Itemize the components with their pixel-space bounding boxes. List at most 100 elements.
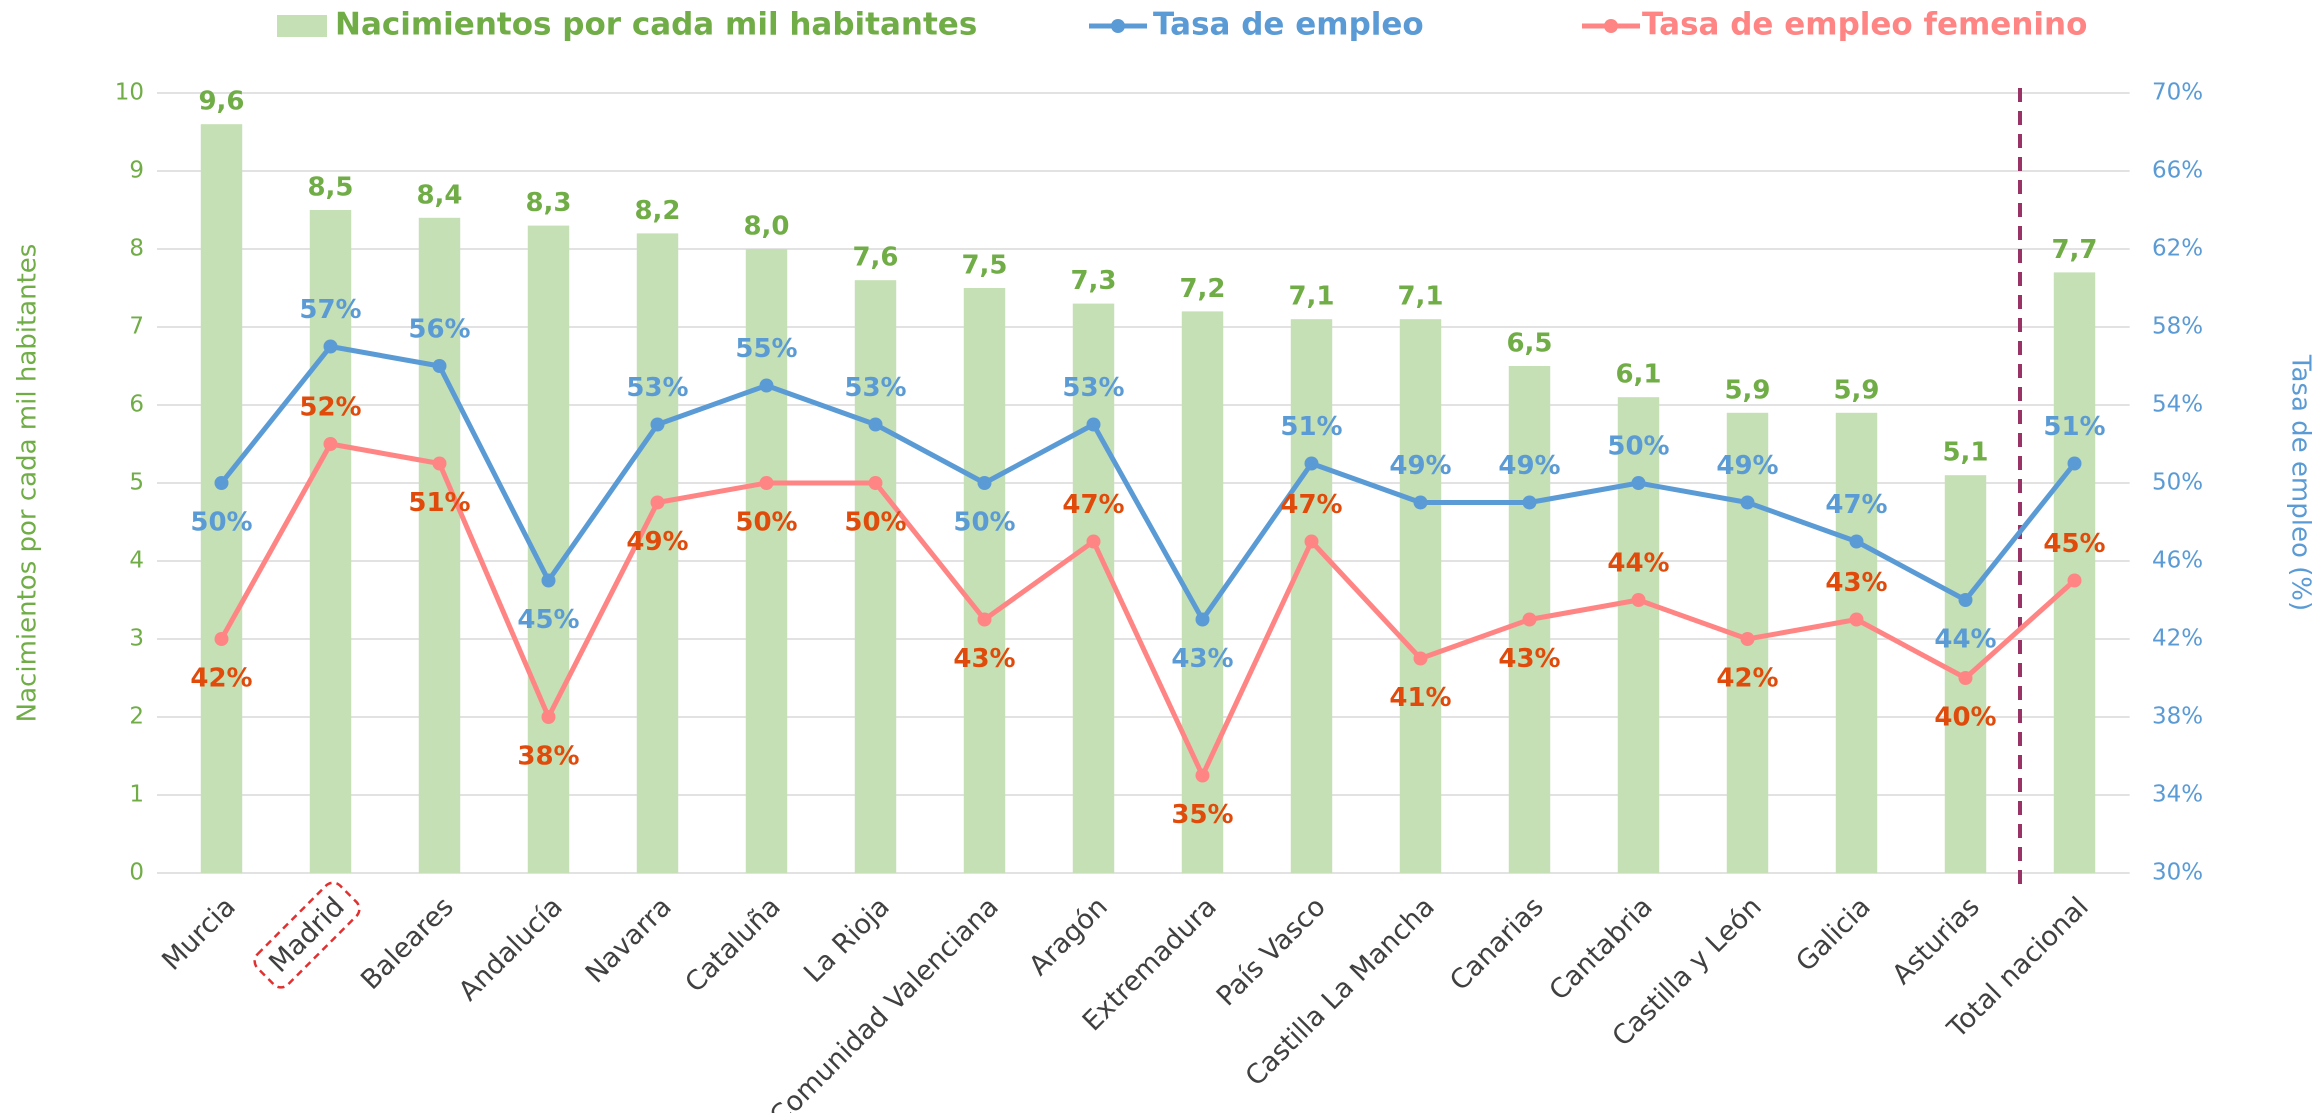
point — [1631, 476, 1646, 490]
x-tick-group: Canarias — [1444, 891, 1550, 997]
bar-label: 7,3 — [1070, 266, 1116, 296]
point — [432, 456, 447, 471]
point-label: 44% — [1934, 625, 1996, 655]
point — [1522, 495, 1537, 510]
bar-label: 5,9 — [1724, 375, 1770, 405]
point — [541, 710, 556, 724]
point — [1195, 768, 1210, 783]
point-label: 52% — [299, 393, 361, 423]
bar-label: 6,1 — [1615, 360, 1661, 390]
y2-axis-title: Tasa de empleo (%) — [2286, 354, 2316, 611]
bar — [200, 124, 243, 873]
y-tick-label: 4 — [129, 548, 144, 574]
point — [432, 359, 447, 373]
point — [541, 573, 556, 588]
point — [2067, 456, 2082, 471]
x-tick-label: Navarra — [580, 891, 678, 989]
y-tick-label: 7 — [129, 314, 144, 340]
bar — [418, 217, 461, 874]
point-label: 49% — [1389, 451, 1451, 481]
point-label: 43% — [1171, 644, 1233, 674]
point-label: 45% — [2043, 529, 2105, 559]
bar-label: 8,0 — [743, 212, 789, 242]
point-label: 41% — [1389, 683, 1451, 713]
legend-label: Tasa de empleo femenino — [1642, 7, 2087, 43]
y-tick-label: 3 — [129, 626, 144, 652]
bar — [963, 288, 1006, 873]
point-label: 50% — [953, 508, 1015, 538]
point-label: 50% — [1607, 432, 1669, 462]
bar-label: 8,4 — [416, 180, 462, 210]
point — [1849, 612, 1864, 627]
bar-label: 7,1 — [1397, 282, 1443, 312]
x-tick-group: Andalucía — [453, 891, 569, 1007]
y2-tick-label: 50% — [2152, 470, 2203, 496]
y-tick-label: 10 — [115, 80, 144, 106]
point — [1958, 671, 1973, 685]
point-label: 53% — [844, 373, 906, 403]
legend-label: Tasa de empleo — [1153, 7, 1424, 43]
point — [323, 437, 338, 451]
bar — [854, 280, 897, 873]
x-tick-group: La Rioja — [798, 891, 896, 989]
y-tick-label: 1 — [129, 782, 144, 808]
point — [1304, 534, 1319, 549]
bar — [636, 233, 679, 873]
point — [1849, 534, 1864, 549]
bar-label: 7,1 — [1288, 282, 1334, 312]
y2-tick-label: 54% — [2152, 392, 2203, 418]
x-tick-label: País Vasco — [1211, 891, 1332, 1012]
point — [759, 378, 774, 393]
y-tick-label: 9 — [129, 158, 144, 184]
point-label: 47% — [1280, 490, 1342, 520]
x-tick-label: Aragón — [1023, 891, 1113, 981]
point-label: 43% — [953, 644, 1015, 674]
point — [214, 476, 229, 490]
x-tick-label: Galicia — [1790, 891, 1877, 978]
bar-label: 5,1 — [1942, 438, 1988, 468]
x-tick-group: Asturias — [1886, 891, 1985, 990]
point-label: 44% — [1607, 549, 1669, 579]
point — [977, 612, 992, 627]
legend-marker — [1111, 19, 1125, 33]
point-label: 42% — [1716, 664, 1778, 694]
point — [1631, 593, 1646, 607]
point — [868, 417, 883, 432]
bar-label: 7,7 — [2051, 235, 2097, 265]
point-label: 56% — [408, 315, 470, 345]
point — [1413, 651, 1428, 666]
point-label: 40% — [1934, 703, 1996, 733]
point-label: 45% — [517, 605, 579, 635]
point — [868, 476, 883, 490]
y-tick-label: 5 — [129, 470, 144, 496]
point — [1740, 632, 1755, 646]
bar — [309, 210, 352, 873]
y2-tick-label: 38% — [2152, 704, 2203, 730]
bar-label: 8,2 — [634, 196, 680, 226]
point-label: 47% — [1062, 490, 1124, 520]
bar-label: 8,3 — [525, 188, 571, 218]
y-axis-title: Nacimientos por cada mil habitantes — [13, 244, 43, 723]
point-label: 51% — [408, 488, 470, 518]
line — [219, 344, 2077, 622]
x-tick-label: La Rioja — [798, 891, 896, 989]
point-label: 49% — [626, 527, 688, 557]
x-tick-group: Castilla La Mancha — [1240, 891, 1441, 1092]
bar — [1399, 319, 1442, 873]
point-label: 43% — [1825, 568, 1887, 598]
x-tick-group: Galicia — [1790, 891, 1877, 978]
bar-label: 7,2 — [1179, 274, 1225, 304]
y2-tick-label: 46% — [2152, 548, 2203, 574]
point-label: 55% — [735, 334, 797, 364]
y-tick-label: 2 — [129, 704, 144, 730]
point — [1958, 593, 1973, 607]
x-tick-group: País Vasco — [1211, 891, 1332, 1012]
point-label: 53% — [626, 373, 688, 403]
point — [214, 632, 229, 646]
x-tick-label: Castilla La Mancha — [1240, 891, 1441, 1092]
point-label: 49% — [1498, 451, 1560, 481]
x-tick-group: Baleares — [355, 891, 460, 996]
bar-label: 5,9 — [1833, 375, 1879, 405]
bar-label: 7,5 — [961, 251, 1007, 281]
bar-label: 8,5 — [307, 173, 353, 203]
